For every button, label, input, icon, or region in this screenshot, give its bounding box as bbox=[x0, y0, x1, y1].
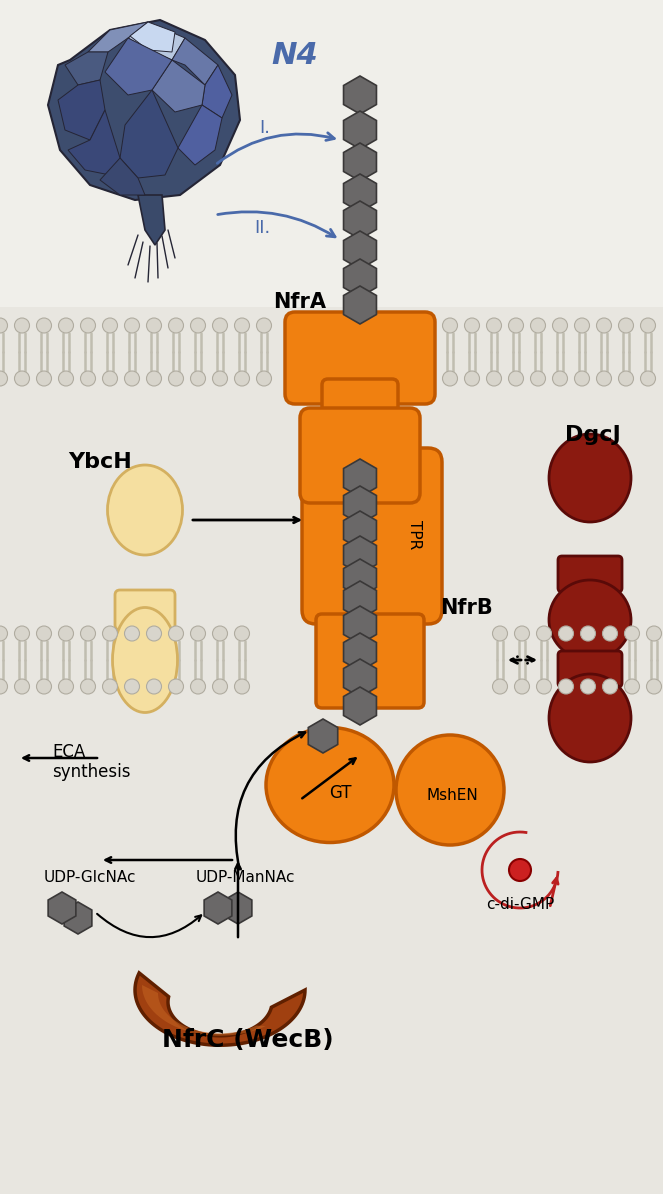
FancyBboxPatch shape bbox=[302, 448, 442, 624]
Polygon shape bbox=[128, 21, 185, 60]
Circle shape bbox=[213, 679, 227, 694]
Polygon shape bbox=[58, 80, 105, 140]
Circle shape bbox=[0, 318, 7, 333]
Ellipse shape bbox=[396, 736, 504, 845]
Circle shape bbox=[597, 318, 611, 333]
Polygon shape bbox=[343, 230, 377, 269]
FancyBboxPatch shape bbox=[558, 556, 622, 592]
Polygon shape bbox=[343, 76, 377, 113]
Circle shape bbox=[235, 679, 249, 694]
Circle shape bbox=[597, 371, 611, 386]
Text: MshEN: MshEN bbox=[426, 788, 478, 802]
Text: ECA
synthesis: ECA synthesis bbox=[52, 743, 131, 781]
Circle shape bbox=[487, 371, 501, 386]
Circle shape bbox=[235, 318, 249, 333]
Polygon shape bbox=[343, 607, 377, 644]
Circle shape bbox=[493, 679, 507, 694]
Polygon shape bbox=[343, 633, 377, 671]
Polygon shape bbox=[343, 201, 377, 239]
Circle shape bbox=[147, 371, 162, 386]
Polygon shape bbox=[202, 64, 232, 118]
Circle shape bbox=[646, 626, 662, 641]
Polygon shape bbox=[142, 985, 266, 1035]
Text: N4: N4 bbox=[272, 41, 318, 69]
Circle shape bbox=[493, 626, 507, 641]
FancyBboxPatch shape bbox=[558, 651, 622, 687]
Circle shape bbox=[168, 679, 184, 694]
FancyBboxPatch shape bbox=[0, 307, 663, 396]
Circle shape bbox=[58, 679, 74, 694]
Circle shape bbox=[103, 626, 117, 641]
Circle shape bbox=[536, 679, 552, 694]
Circle shape bbox=[168, 318, 184, 333]
Circle shape bbox=[558, 679, 573, 694]
Text: c-di-GMP: c-di-GMP bbox=[486, 897, 554, 912]
Circle shape bbox=[36, 371, 52, 386]
Polygon shape bbox=[343, 687, 377, 725]
FancyBboxPatch shape bbox=[115, 590, 175, 630]
Text: I.: I. bbox=[259, 119, 271, 137]
Circle shape bbox=[465, 371, 479, 386]
Circle shape bbox=[509, 318, 524, 333]
Circle shape bbox=[213, 318, 227, 333]
Polygon shape bbox=[308, 719, 337, 753]
Polygon shape bbox=[105, 38, 172, 96]
Circle shape bbox=[581, 626, 595, 641]
Circle shape bbox=[487, 318, 501, 333]
Circle shape bbox=[558, 626, 573, 641]
Polygon shape bbox=[178, 105, 222, 165]
Circle shape bbox=[36, 679, 52, 694]
Circle shape bbox=[646, 679, 662, 694]
Polygon shape bbox=[343, 111, 377, 149]
Polygon shape bbox=[343, 511, 377, 549]
Text: DgcJ: DgcJ bbox=[565, 425, 621, 445]
Circle shape bbox=[147, 626, 162, 641]
Circle shape bbox=[36, 626, 52, 641]
Ellipse shape bbox=[549, 580, 631, 660]
Polygon shape bbox=[343, 259, 377, 297]
Polygon shape bbox=[343, 458, 377, 497]
Circle shape bbox=[619, 318, 634, 333]
Ellipse shape bbox=[549, 673, 631, 762]
Circle shape bbox=[442, 318, 457, 333]
Circle shape bbox=[536, 626, 552, 641]
FancyArrowPatch shape bbox=[217, 133, 334, 164]
Circle shape bbox=[575, 371, 589, 386]
Circle shape bbox=[552, 371, 568, 386]
FancyBboxPatch shape bbox=[0, 395, 663, 650]
Circle shape bbox=[235, 626, 249, 641]
Circle shape bbox=[0, 371, 7, 386]
Circle shape bbox=[552, 318, 568, 333]
FancyBboxPatch shape bbox=[322, 378, 398, 433]
Circle shape bbox=[168, 626, 184, 641]
Polygon shape bbox=[204, 892, 232, 924]
Circle shape bbox=[581, 679, 595, 694]
Circle shape bbox=[603, 679, 617, 694]
Polygon shape bbox=[120, 90, 178, 178]
Circle shape bbox=[80, 318, 95, 333]
Polygon shape bbox=[48, 20, 240, 201]
Polygon shape bbox=[65, 53, 108, 85]
Polygon shape bbox=[343, 536, 377, 574]
Ellipse shape bbox=[266, 727, 394, 843]
Polygon shape bbox=[130, 21, 175, 53]
Circle shape bbox=[125, 679, 139, 694]
Circle shape bbox=[640, 318, 656, 333]
Circle shape bbox=[15, 371, 29, 386]
Polygon shape bbox=[343, 287, 377, 324]
FancyBboxPatch shape bbox=[300, 408, 420, 503]
FancyBboxPatch shape bbox=[285, 312, 435, 404]
FancyBboxPatch shape bbox=[316, 614, 424, 708]
Text: GT: GT bbox=[329, 784, 351, 802]
Polygon shape bbox=[138, 195, 165, 245]
Circle shape bbox=[103, 371, 117, 386]
Ellipse shape bbox=[107, 464, 182, 555]
Circle shape bbox=[103, 318, 117, 333]
Circle shape bbox=[235, 371, 249, 386]
Circle shape bbox=[147, 318, 162, 333]
Circle shape bbox=[58, 318, 74, 333]
Circle shape bbox=[514, 679, 530, 694]
Circle shape bbox=[213, 626, 227, 641]
FancyArrowPatch shape bbox=[217, 211, 335, 236]
